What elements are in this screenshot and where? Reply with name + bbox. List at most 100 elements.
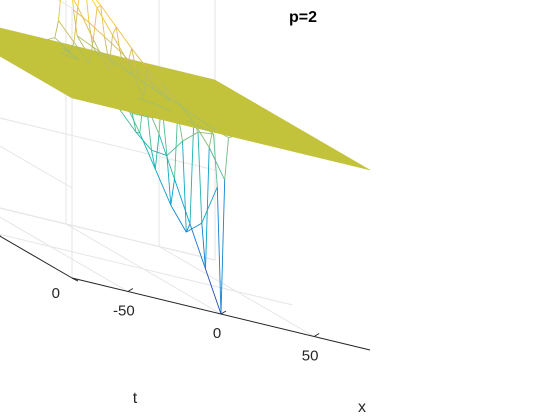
x-tick-label: 50 <box>302 348 319 365</box>
x-tick-mark <box>313 333 320 337</box>
mesh-segment <box>72 0 74 10</box>
mesh-segment <box>73 0 79 8</box>
mesh-lines-below-plane <box>69 51 229 315</box>
mesh-segment <box>182 131 199 142</box>
zero-plane <box>0 27 371 171</box>
mesh-segment <box>174 178 191 225</box>
mesh-segment <box>166 155 172 206</box>
mesh-segment <box>59 52 79 60</box>
t-tick-label: 0 <box>52 285 60 302</box>
mesh-segment <box>77 0 80 8</box>
mesh-segment <box>189 122 195 225</box>
mesh-segment <box>86 0 90 23</box>
mesh-segment <box>150 81 156 91</box>
axes <box>0 235 371 351</box>
mesh-segment <box>205 268 222 315</box>
mesh-segment <box>154 168 172 206</box>
mesh-segment <box>194 123 210 132</box>
grid-line <box>0 207 216 279</box>
mesh-segment <box>197 131 214 135</box>
x-tick-label: 0 <box>213 325 221 342</box>
mesh-segment <box>162 84 179 103</box>
t-axis-line <box>0 235 73 279</box>
mesh-segment <box>112 26 117 36</box>
mesh-segment <box>76 35 93 48</box>
mesh-segment <box>150 81 167 97</box>
mesh-segment <box>158 133 175 180</box>
mesh-segment <box>131 48 136 68</box>
mesh-segment <box>92 39 110 71</box>
mesh-segment <box>100 5 105 37</box>
t-tick-mark <box>71 277 79 282</box>
mesh-segment <box>47 37 55 40</box>
mesh-segment <box>131 113 137 133</box>
chart-title: p=2 <box>289 9 317 26</box>
mesh-segment <box>139 132 156 170</box>
mesh-segment <box>197 132 203 224</box>
mesh-segment <box>155 103 172 112</box>
mesh-segment <box>73 41 90 65</box>
mesh-segment <box>104 36 109 58</box>
mesh-segment <box>138 78 155 91</box>
mesh-segment <box>135 67 152 83</box>
mesh-segment <box>201 186 218 224</box>
mesh-segment <box>166 95 183 108</box>
grid-line <box>0 117 216 189</box>
mesh-segment <box>147 116 152 151</box>
mesh-segment <box>197 117 214 129</box>
mesh-segment <box>137 97 157 105</box>
mesh-segment <box>151 150 156 170</box>
grid-line <box>57 0 73 9</box>
mesh-segment <box>69 42 75 53</box>
grid-line <box>0 207 216 279</box>
mesh-segment <box>73 9 90 23</box>
mesh-segment <box>58 20 75 43</box>
mesh-segment <box>92 7 98 40</box>
mesh-segment <box>96 4 101 9</box>
mesh-segment <box>220 179 226 315</box>
mesh-segment <box>212 127 217 130</box>
mesh-segment <box>73 9 78 36</box>
mesh-segment <box>88 22 105 38</box>
x-tick-label: -50 <box>113 303 135 320</box>
mesh-segment <box>216 187 222 315</box>
mesh-segment <box>96 7 113 36</box>
mesh-segment <box>58 0 61 21</box>
mesh-segment <box>100 5 117 28</box>
mesh-segment <box>132 112 148 118</box>
mesh-segment <box>224 137 229 180</box>
mesh-segment <box>181 106 198 119</box>
mesh-segment <box>107 57 124 69</box>
mesh-segment <box>92 46 101 58</box>
mesh-segment <box>127 61 144 99</box>
mesh-segment <box>108 34 113 71</box>
mesh-segment <box>77 6 94 40</box>
mesh-segment <box>154 89 171 102</box>
mesh-lines-above-plane <box>47 0 233 139</box>
mesh-segment <box>162 118 168 156</box>
grid-line <box>0 216 129 292</box>
mesh-segment <box>76 35 85 49</box>
mesh-segment <box>146 68 152 82</box>
x-tick-mark <box>127 288 134 292</box>
mesh-segment <box>205 147 210 270</box>
mesh-segment <box>115 26 133 49</box>
mesh-segment <box>166 140 183 156</box>
mesh-segment <box>95 0 102 6</box>
mesh-segment <box>228 136 233 139</box>
mesh-segment <box>146 67 164 85</box>
mesh-segment <box>104 36 121 52</box>
mesh-segment <box>208 147 226 181</box>
mesh-segment <box>186 222 203 233</box>
mesh-segment <box>135 67 140 80</box>
mesh-segment <box>186 120 195 125</box>
mesh-segment <box>119 50 136 68</box>
mesh-segment <box>154 133 160 170</box>
mesh-segment <box>201 223 206 270</box>
mesh-segment <box>92 46 109 58</box>
y-axis-label: t <box>133 390 138 407</box>
grid-line <box>65 0 222 315</box>
mesh-segment <box>123 67 140 80</box>
mesh-segment <box>107 57 116 67</box>
